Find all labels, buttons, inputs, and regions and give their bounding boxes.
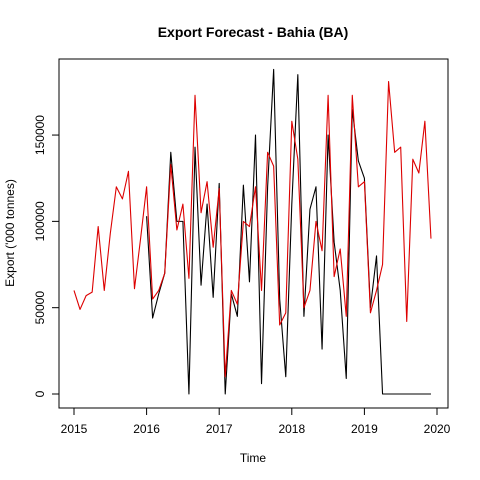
chart-title: Export Forecast - Bahia (BA): [158, 24, 349, 40]
series-line-2: [73, 80, 432, 378]
plot-area: [58, 58, 449, 409]
x-tick-label: 2015: [61, 422, 88, 436]
x-axis-label: Time: [240, 451, 267, 465]
y-axis: 0 50000 100000 150000: [33, 115, 60, 397]
x-tick-label: 2016: [133, 422, 160, 436]
y-tick-label: 100000: [33, 201, 47, 241]
x-tick-label: 2019: [351, 422, 378, 436]
y-tick-label: 50000: [33, 291, 47, 325]
x-tick-label: 2020: [424, 422, 451, 436]
y-tick-label: 0: [33, 390, 47, 397]
y-tick-label: 150000: [33, 115, 47, 155]
series-line-1: [146, 68, 431, 395]
series-layer: [73, 68, 432, 395]
x-axis: 2015 2016 2017 2018 2019 2020: [61, 407, 451, 436]
x-tick-label: 2018: [278, 422, 305, 436]
plot-frame: [58, 58, 449, 409]
y-axis-label: Export ('000 tonnes): [3, 179, 17, 287]
x-tick-label: 2017: [206, 422, 233, 436]
